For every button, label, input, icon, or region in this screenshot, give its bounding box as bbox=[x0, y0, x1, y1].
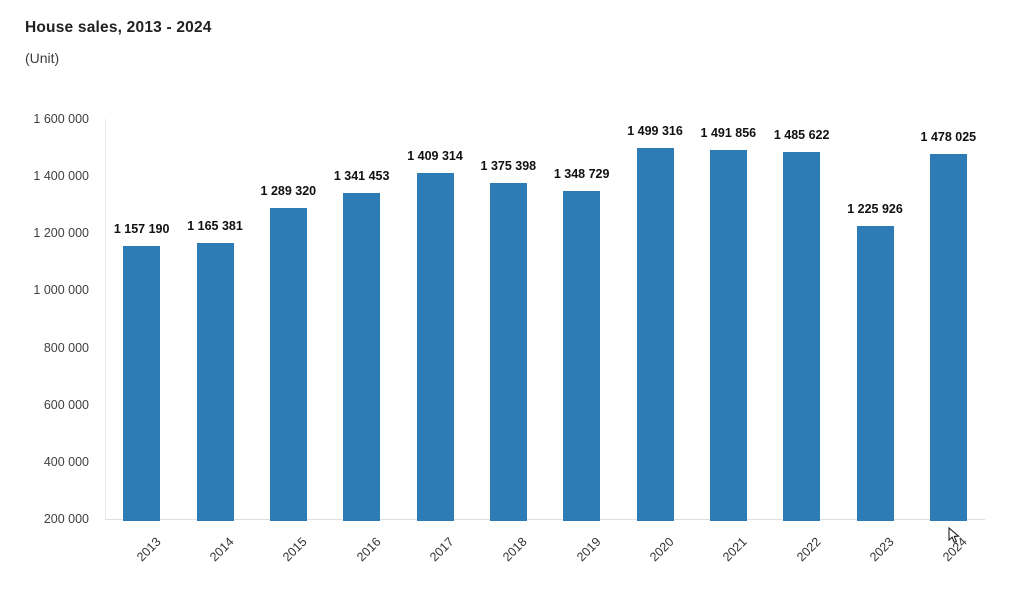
y-tick-label: 400 000 bbox=[43, 454, 89, 469]
data-label: 1 409 314 bbox=[407, 149, 463, 164]
bar-2021[interactable] bbox=[709, 149, 747, 521]
x-tick-label: 2015 bbox=[280, 534, 310, 565]
y-axis-line bbox=[105, 119, 106, 519]
y-tick-label: 1 400 000 bbox=[33, 169, 89, 184]
data-label: 1 157 190 bbox=[113, 221, 170, 236]
bar-2013[interactable] bbox=[123, 245, 161, 521]
y-tick-label: 800 000 bbox=[43, 340, 89, 355]
y-tick-label: 1 000 000 bbox=[33, 283, 89, 298]
y-tick-label: 600 000 bbox=[43, 397, 89, 412]
data-label: 1 165 381 bbox=[187, 219, 243, 234]
bar-2019[interactable] bbox=[563, 190, 601, 521]
data-label: 1 225 926 bbox=[847, 201, 903, 216]
data-label: 1 375 398 bbox=[480, 159, 537, 174]
mouse-cursor bbox=[948, 527, 960, 544]
data-label: 1 485 622 bbox=[773, 127, 830, 142]
y-tick-label: 1 600 000 bbox=[33, 112, 89, 126]
x-axis-line bbox=[105, 519, 985, 520]
data-label: 1 478 025 bbox=[920, 129, 977, 144]
bar-2020[interactable] bbox=[636, 147, 674, 521]
data-label: 1 499 316 bbox=[627, 123, 683, 138]
bar-2017[interactable] bbox=[416, 173, 454, 521]
bar-2024[interactable] bbox=[929, 153, 967, 521]
data-label: 1 289 320 bbox=[260, 183, 317, 198]
x-tick-label: 2018 bbox=[500, 534, 530, 565]
x-tick-label: 2024 bbox=[940, 534, 970, 565]
bar-2018[interactable] bbox=[489, 183, 527, 521]
chart-title: House sales, 2013 - 2024 bbox=[25, 19, 212, 36]
x-tick-label: 2020 bbox=[647, 534, 677, 565]
data-label: 1 491 856 bbox=[700, 125, 757, 140]
x-tick-label: 2021 bbox=[720, 534, 750, 565]
y-tick-label: 200 000 bbox=[43, 512, 89, 526]
bar-2022[interactable] bbox=[783, 151, 821, 521]
x-tick-label: 2022 bbox=[793, 534, 824, 565]
x-tick-label: 2014 bbox=[207, 534, 237, 565]
y-tick-label: 1 200 000 bbox=[33, 226, 89, 241]
x-tick-label: 2019 bbox=[573, 534, 604, 565]
x-tick-label: 2023 bbox=[867, 534, 897, 565]
bar-2014[interactable] bbox=[196, 243, 234, 521]
bar-2023[interactable] bbox=[856, 225, 894, 521]
x-tick-label: 2017 bbox=[427, 534, 457, 565]
chart-unit-label: (Unit) bbox=[25, 50, 60, 66]
data-label: 1 348 729 bbox=[553, 166, 610, 181]
x-tick-label: 2013 bbox=[133, 534, 164, 565]
bar-2015[interactable] bbox=[269, 207, 307, 521]
data-label: 1 341 453 bbox=[333, 168, 390, 183]
bar-2016[interactable] bbox=[343, 192, 381, 521]
x-tick-label: 2016 bbox=[353, 534, 384, 565]
